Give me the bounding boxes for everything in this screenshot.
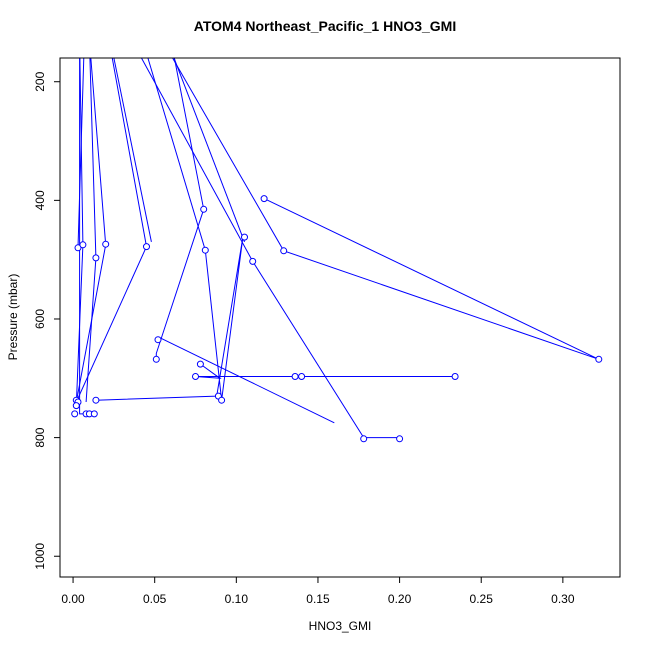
chart-title: ATOM4 Northeast_Pacific_1 HNO3_GMI — [193, 18, 457, 34]
data-point-9 — [280, 247, 288, 255]
data-point-15 — [196, 360, 204, 368]
data-point-31 — [396, 435, 404, 443]
data-point-29 — [90, 410, 98, 418]
plot-frame — [59, 57, 621, 578]
data-point-11 — [249, 257, 257, 265]
data-point-1 — [260, 195, 268, 203]
points-layer — [71, 195, 603, 443]
data-point-10 — [92, 254, 100, 262]
x-tick-label-2: 0.05 — [143, 592, 167, 606]
data-point-12 — [154, 336, 162, 344]
data-point-5 — [74, 244, 82, 252]
profile-line-15 — [173, 58, 245, 243]
y-tick-label-1: 200 — [33, 71, 47, 91]
x-tick-label-6: 0.25 — [470, 592, 494, 606]
y-tick-label-2: 400 — [33, 190, 47, 210]
data-point-6 — [79, 241, 87, 249]
profile-line-10 — [172, 58, 600, 360]
profile-line-9 — [140, 58, 400, 439]
data-point-7 — [102, 240, 110, 248]
axes-layer: 0.00 0.05 0.10 0.15 0.20 0.25 0.30 200 400 600 800… — [33, 71, 575, 606]
data-point-21 — [218, 396, 226, 404]
y-tick-label-4: 800 — [33, 427, 47, 447]
profile-line-13 — [195, 363, 456, 379]
data-point-30 — [360, 435, 368, 443]
x-tick-label-4: 0.15 — [306, 592, 330, 606]
data-point-14 — [595, 355, 603, 363]
data-point-22 — [92, 396, 100, 404]
data-point-18 — [298, 373, 306, 380]
data-point-17 — [291, 373, 299, 380]
data-point-8 — [201, 246, 209, 254]
data-point-16 — [192, 373, 199, 380]
data-point-13 — [152, 355, 160, 363]
profile-line-6 — [85, 58, 97, 403]
data-point-3 — [241, 233, 248, 241]
profile-line-16 — [113, 58, 152, 242]
data-point-26 — [71, 410, 79, 418]
x-tick-label-7: 0.30 — [551, 592, 575, 606]
data-point-4 — [143, 243, 150, 251]
profile-line-7 — [95, 58, 244, 401]
profile-line-1 — [79, 58, 90, 415]
x-tick-label-1: 0.00 — [61, 592, 85, 606]
series-layer — [75, 58, 600, 439]
data-point-25 — [72, 402, 80, 410]
y-tick-label-5: 1000 — [33, 543, 47, 570]
y-tick-label-3: 600 — [33, 309, 47, 329]
profile-line-8 — [155, 58, 205, 360]
data-point-19 — [451, 373, 459, 380]
x-axis-label: HNO3_GMI — [308, 619, 372, 633]
x-tick-label-5: 0.20 — [388, 592, 412, 606]
x-tick-label-3: 0.10 — [225, 592, 249, 606]
profile-line-11 — [157, 336, 335, 424]
data-point-2 — [200, 205, 208, 213]
